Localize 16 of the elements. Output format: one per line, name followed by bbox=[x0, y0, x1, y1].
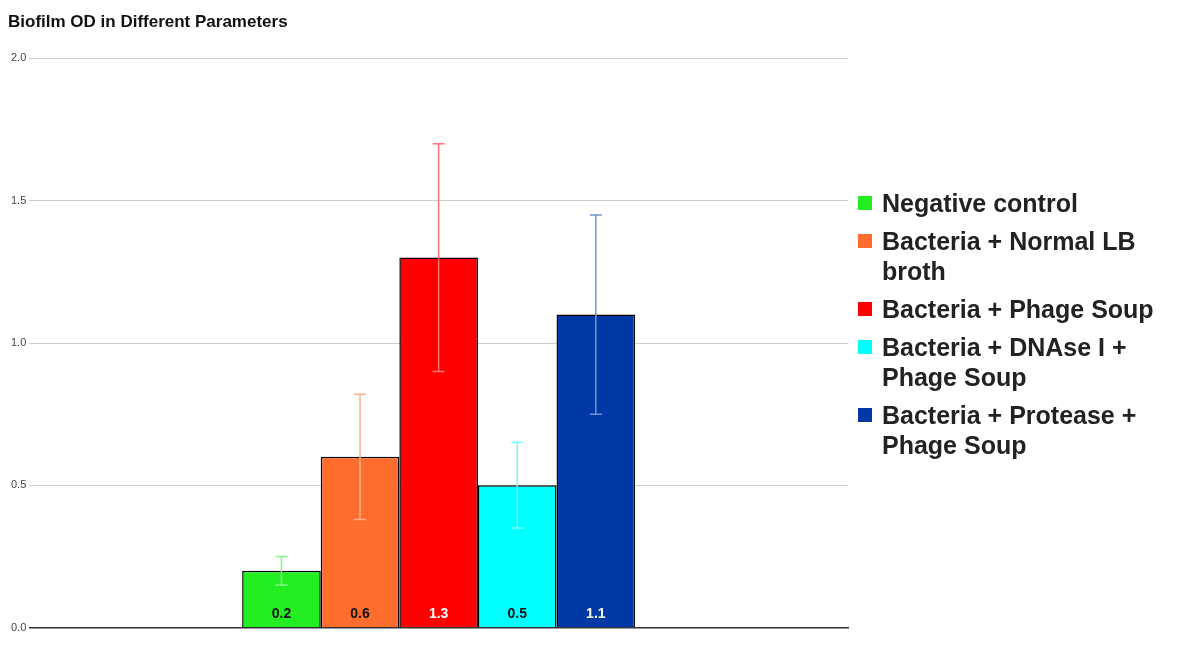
data-label: 0.6 bbox=[350, 605, 370, 622]
legend-label: Bacteria + Protease + Phage Soup bbox=[882, 400, 1138, 460]
data-label: 1.3 bbox=[428, 605, 449, 622]
data-label: 1.1 bbox=[586, 605, 606, 622]
y-tick-label: 1.0 bbox=[10, 336, 27, 349]
legend-label: Bacteria + Phage Soup bbox=[882, 294, 1154, 324]
y-tick-label: 0.5 bbox=[10, 478, 27, 491]
data-label: 0.5 bbox=[507, 605, 528, 622]
legend-label: Bacteria + DNAse I + Phage Soup bbox=[882, 332, 1128, 392]
legend-label: Negative control bbox=[882, 188, 1078, 218]
chart-title: Biofilm OD in Different Parameters bbox=[8, 11, 288, 31]
data-label: 0.2 bbox=[271, 605, 292, 622]
y-tick-label: 0.0 bbox=[10, 620, 27, 633]
y-tick-label: 2.0 bbox=[10, 51, 27, 64]
legend-label: Bacteria + Normal LB broth bbox=[882, 226, 1137, 286]
y-tick-label: 1.5 bbox=[10, 193, 27, 206]
